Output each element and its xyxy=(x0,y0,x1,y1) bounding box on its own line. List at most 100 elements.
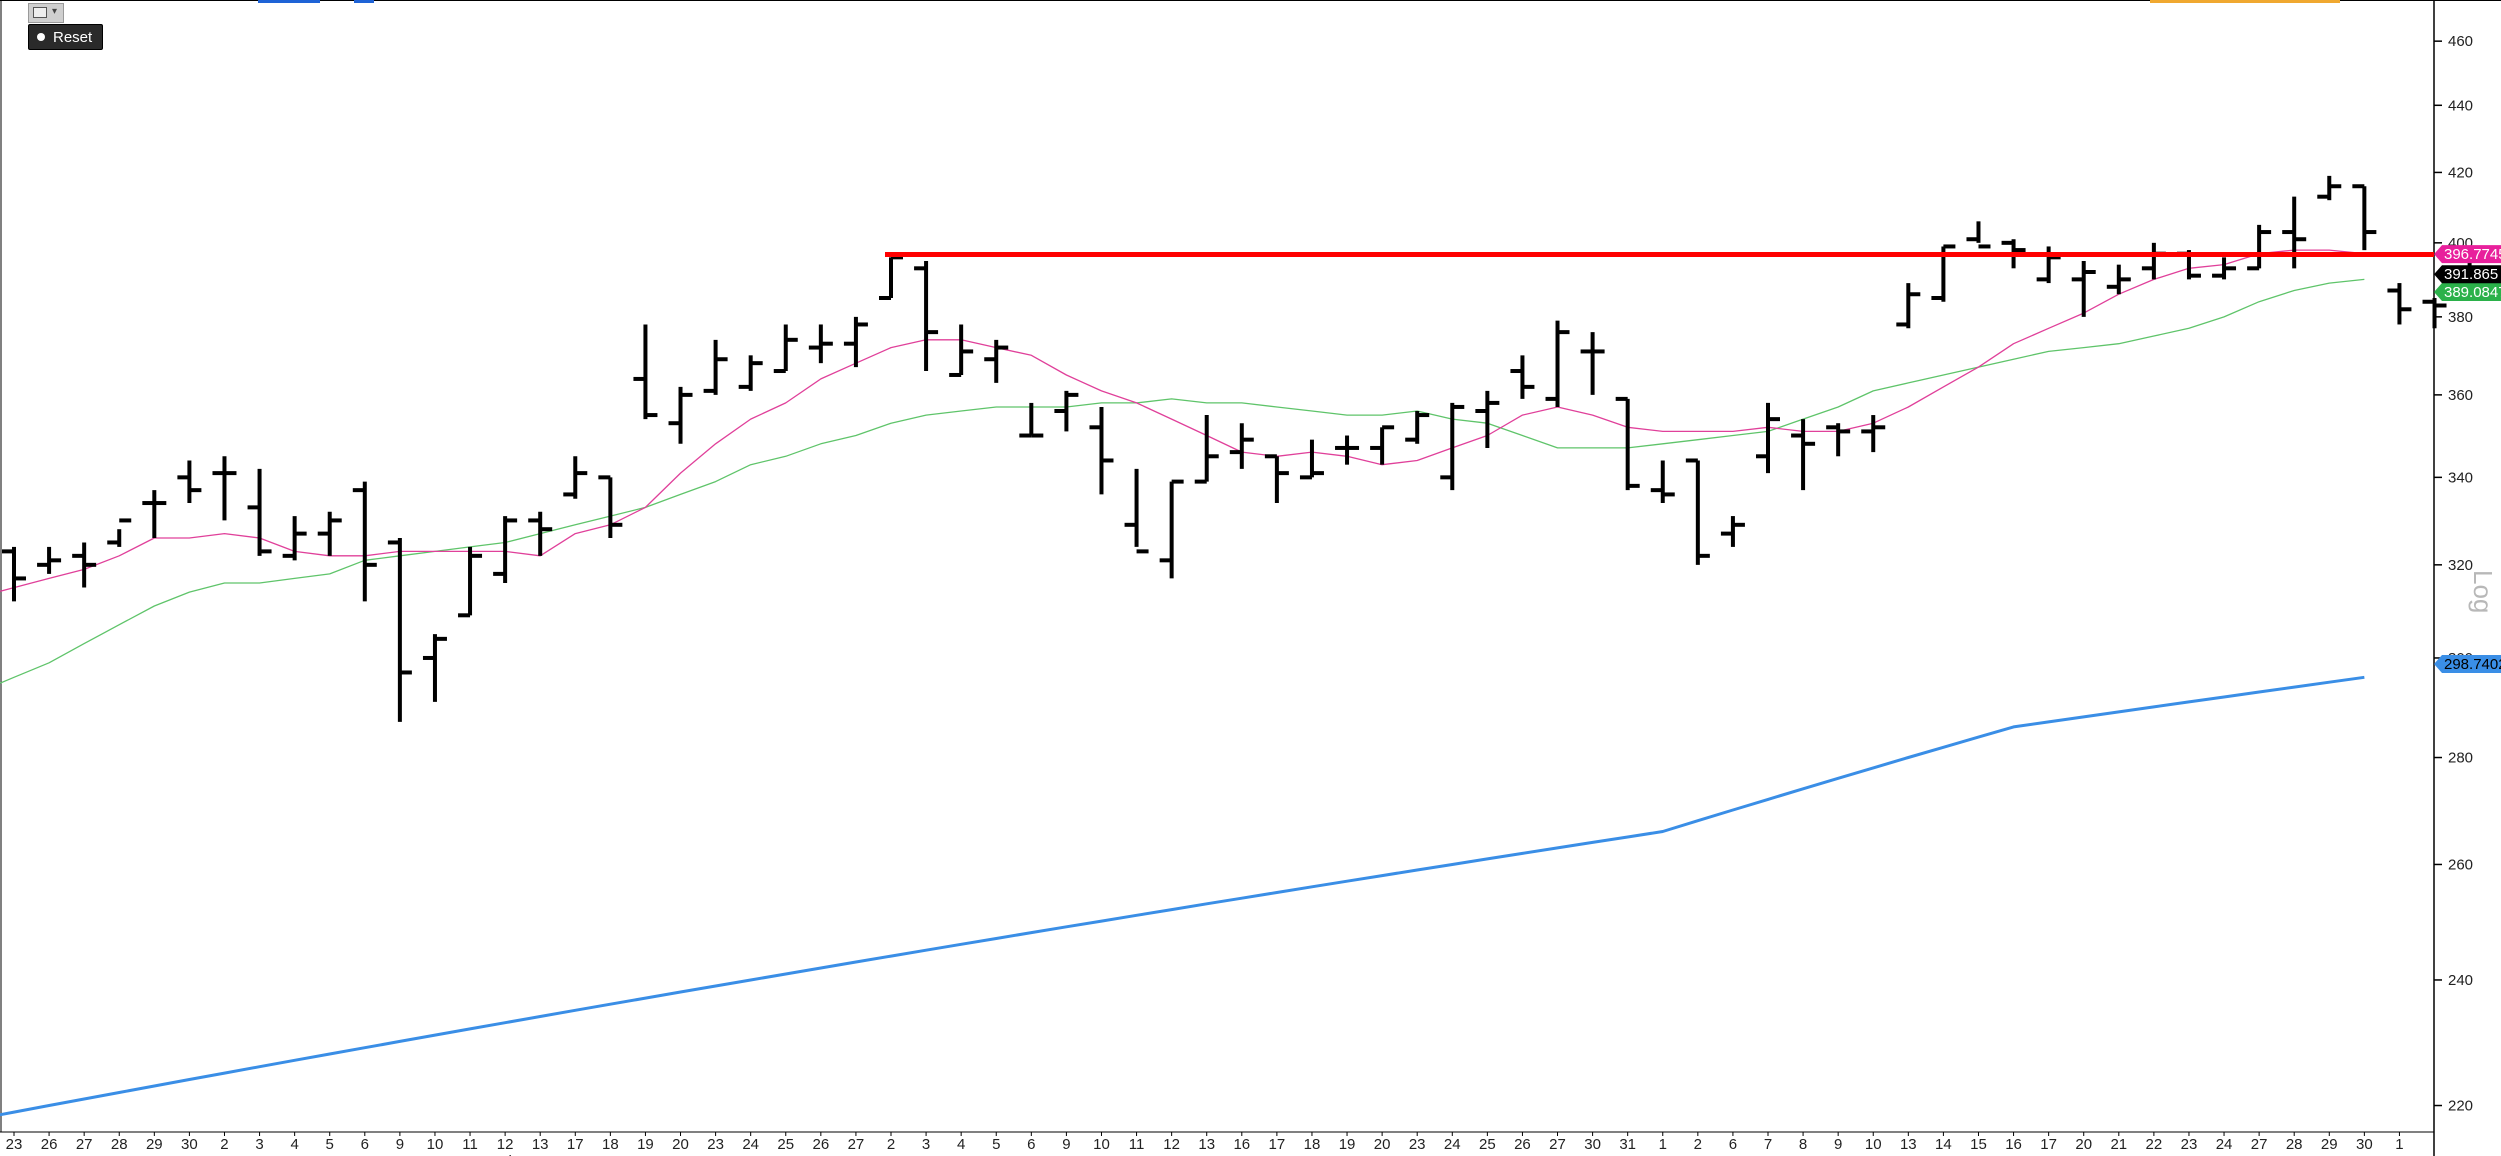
ohlc-bar xyxy=(563,456,588,499)
y-tick-label: 460 xyxy=(2448,33,2473,50)
x-tick-label: 1 xyxy=(2395,1136,2403,1153)
month-label: Apr 2026 xyxy=(1955,1153,2016,1156)
ohlc-bar xyxy=(422,634,447,702)
ohlc-bar xyxy=(1475,390,1500,448)
ma-blue-line xyxy=(0,675,2365,1117)
ma-pink-line xyxy=(0,249,2365,592)
log-scale-label: Log xyxy=(2468,570,2498,613)
chart-tools-dropdown[interactable]: ▾ xyxy=(28,3,64,23)
x-tick-label: 27 xyxy=(2251,1136,2268,1153)
ohlc-bar xyxy=(2071,260,2096,317)
ohlc-bar xyxy=(1545,320,1570,407)
x-tick-label: 10 xyxy=(1093,1136,1110,1153)
ohlc-bar xyxy=(1264,454,1289,504)
ohlc-bar xyxy=(1405,410,1430,444)
x-tick-label: 17 xyxy=(1269,1136,1286,1153)
ohlc-bar xyxy=(1966,221,1991,249)
ohlc-bar xyxy=(2212,257,2237,280)
last-price-tag-text: 391.865 xyxy=(2444,266,2498,283)
x-tick-label: 6 xyxy=(1729,1136,1737,1153)
ohlc-bar xyxy=(1756,402,1780,474)
x-tick-label: 22 xyxy=(2146,1136,2163,1153)
ohlc-bar xyxy=(914,260,939,372)
ohlc-bar xyxy=(633,324,658,420)
x-tick-label: 27 xyxy=(1549,1136,1566,1153)
ohlc-bar xyxy=(2247,224,2272,271)
ma-pink-tag-text: 396.7745 xyxy=(2444,246,2501,263)
ohlc-bar xyxy=(458,546,483,618)
x-tick-label: 27 xyxy=(848,1136,865,1153)
ohlc-bar xyxy=(2317,175,2342,201)
x-tick-label: 10 xyxy=(427,1136,444,1153)
y-tick-label: 320 xyxy=(2448,557,2473,574)
ohlc-bar xyxy=(1615,396,1640,491)
x-tick-label: 28 xyxy=(2286,1136,2303,1153)
x-tick-label: 17 xyxy=(567,1136,584,1153)
x-tick-label: 8 xyxy=(1799,1136,1807,1153)
x-tick-label: 29 xyxy=(2321,1136,2338,1153)
ohlc-bar xyxy=(142,490,167,539)
top-tab-strip-1 xyxy=(258,0,320,3)
ohlc-bar xyxy=(1124,468,1149,554)
x-tick-label: 6 xyxy=(361,1136,369,1153)
ohlc-bar xyxy=(738,355,763,391)
y-tick-label: 380 xyxy=(2448,309,2473,326)
x-tick-label: 3 xyxy=(922,1136,930,1153)
ohlc-bar xyxy=(282,516,307,561)
ohlc-bar xyxy=(1861,415,1886,453)
ohlc-bar xyxy=(949,324,974,377)
x-tick-label: 23 xyxy=(2181,1136,2198,1153)
x-tick-label: 16 xyxy=(2005,1136,2022,1153)
x-tick-label: 23 xyxy=(707,1136,724,1153)
ohlc-bar xyxy=(1720,516,1745,547)
ohlc-bar xyxy=(598,475,623,539)
ohlc-bar xyxy=(1510,355,1535,399)
ma-green-line xyxy=(0,278,2365,684)
top-tab-strip-3 xyxy=(2150,0,2340,3)
y-tick-label: 240 xyxy=(2448,972,2473,989)
ma-blue-tag-text: 298.7402 xyxy=(2444,656,2501,673)
ohlc-bar xyxy=(2387,283,2412,325)
ohlc-bar xyxy=(72,542,97,588)
ohlc-bar xyxy=(1896,283,1921,329)
ohlc-bar xyxy=(2106,264,2131,295)
ohlc-bar xyxy=(317,511,342,556)
ohlc-bar xyxy=(107,518,132,547)
ohlc-bar xyxy=(352,481,377,602)
ma-pink-tag-bg xyxy=(2434,245,2501,264)
x-tick-label: 4 xyxy=(290,1136,298,1153)
ohlc-bar xyxy=(984,339,1009,383)
x-tick-label: 15 xyxy=(1970,1136,1987,1153)
x-tick-label: 2 xyxy=(887,1136,895,1153)
x-tick-label: 13 xyxy=(1198,1136,1215,1153)
y-tick-label: 360 xyxy=(2448,387,2473,404)
ohlc-bar xyxy=(1791,419,1816,491)
x-tick-label: 26 xyxy=(1514,1136,1531,1153)
x-tick-label: 23 xyxy=(1409,1136,1426,1153)
ohlc-bar xyxy=(843,316,868,368)
x-tick-label: 4 xyxy=(957,1136,965,1153)
y-tick-label: 280 xyxy=(2448,750,2473,767)
y-tick-label: 220 xyxy=(2448,1098,2473,1115)
x-tick-label: 25 xyxy=(777,1136,794,1153)
ohlc-bar xyxy=(703,339,728,395)
reset-button[interactable]: Reset xyxy=(28,24,104,50)
x-tick-label: 24 xyxy=(2216,1136,2233,1153)
ohlc-bar xyxy=(2352,184,2377,251)
x-tick-label: 30 xyxy=(2356,1136,2373,1153)
x-tick-label: 20 xyxy=(1374,1136,1391,1153)
x-tick-label: 26 xyxy=(812,1136,829,1153)
ohlc-bar xyxy=(1685,458,1710,565)
reset-button-label: Reset xyxy=(53,29,93,46)
ohlc-bar xyxy=(1370,425,1395,465)
ma-blue-tag: 298.7402 xyxy=(2434,655,2501,674)
ohlc-bar xyxy=(2036,246,2061,284)
ohlc-bar xyxy=(1229,423,1254,469)
x-tick-label: 12 xyxy=(497,1136,514,1153)
ohlc-bar xyxy=(1054,390,1079,432)
ma-blue-tag-bg xyxy=(2434,655,2501,674)
ma-green-tag: 389.0847 xyxy=(2434,283,2501,302)
dropdown-arrow-icon: ▾ xyxy=(52,6,58,17)
